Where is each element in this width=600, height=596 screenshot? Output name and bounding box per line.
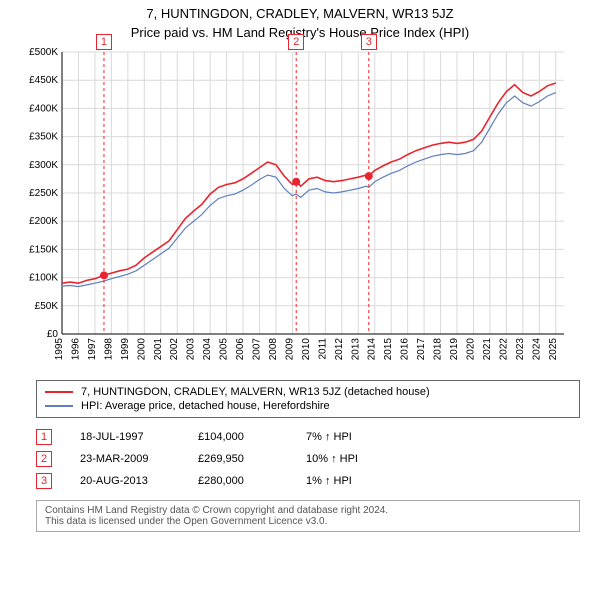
transaction-row-badge: 1 <box>36 429 52 445</box>
y-axis-label: £500K <box>29 47 58 58</box>
x-axis-label: 1996 <box>70 338 81 361</box>
y-axis-label: £300K <box>29 160 58 171</box>
x-axis-label: 2006 <box>235 338 246 361</box>
legend: 7, HUNTINGDON, CRADLEY, MALVERN, WR13 5J… <box>36 380 580 418</box>
x-axis-label: 2014 <box>367 338 378 361</box>
x-axis-label: 2011 <box>317 338 328 360</box>
footer-line1: Contains HM Land Registry data © Crown c… <box>45 505 571 516</box>
attribution-footer: Contains HM Land Registry data © Crown c… <box>36 500 580 532</box>
x-axis-label: 2016 <box>400 338 411 361</box>
chart-container: £0£50K£100K£150K£200K£250K£300K£350K£400… <box>16 44 576 374</box>
x-axis-label: 2002 <box>169 338 180 361</box>
y-axis-label: £200K <box>29 216 58 227</box>
transaction-row: 3 20-AUG-2013 £280,000 1% ↑ HPI <box>36 470 580 492</box>
transaction-row-badge: 3 <box>36 473 52 489</box>
legend-row: HPI: Average price, detached house, Here… <box>45 399 571 413</box>
transaction-marker-badge: 1 <box>96 34 112 50</box>
page-title-address: 7, HUNTINGDON, CRADLEY, MALVERN, WR13 5J… <box>0 6 600 21</box>
transaction-marker-badge: 3 <box>361 34 377 50</box>
x-axis-label: 2005 <box>219 338 230 361</box>
x-axis-label: 2021 <box>482 338 493 361</box>
transaction-marker-dot <box>365 172 373 180</box>
x-axis-label: 2023 <box>515 338 526 361</box>
y-axis-label: £100K <box>29 273 58 284</box>
x-axis-label: 2025 <box>548 338 559 361</box>
y-axis-label: £50K <box>35 301 59 312</box>
y-axis-label: £250K <box>29 188 58 199</box>
x-axis-label: 2000 <box>136 338 147 361</box>
x-axis-label: 2003 <box>186 338 197 361</box>
x-axis-label: 1995 <box>54 338 65 361</box>
transaction-row-badge: 2 <box>36 451 52 467</box>
transaction-date: 23-MAR-2009 <box>80 453 170 465</box>
transaction-row: 2 23-MAR-2009 £269,950 10% ↑ HPI <box>36 448 580 470</box>
price-chart: £0£50K£100K£150K£200K£250K£300K£350K£400… <box>16 44 576 374</box>
x-axis-label: 2020 <box>465 338 476 361</box>
x-axis-label: 2004 <box>202 338 213 361</box>
transaction-table: 1 18-JUL-1997 £104,000 7% ↑ HPI 2 23-MAR-2009… <box>36 426 580 492</box>
transaction-delta: 1% ↑ HPI <box>306 475 352 487</box>
transaction-marker-dot <box>100 271 108 279</box>
transaction-price: £280,000 <box>198 475 278 487</box>
x-axis-label: 2018 <box>433 338 444 361</box>
x-axis-label: 2001 <box>153 338 164 361</box>
footer-line2: This data is licensed under the Open Gov… <box>45 516 571 527</box>
x-axis-label: 2009 <box>284 338 295 361</box>
transaction-date: 20-AUG-2013 <box>80 475 170 487</box>
transaction-marker-dot <box>292 178 300 186</box>
x-axis-label: 2022 <box>498 338 509 361</box>
x-axis-label: 2013 <box>350 338 361 361</box>
transaction-date: 18-JUL-1997 <box>80 431 170 443</box>
x-axis-label: 2012 <box>334 338 345 361</box>
x-axis-label: 1997 <box>87 338 98 361</box>
x-axis-label: 2024 <box>531 338 542 361</box>
legend-label: HPI: Average price, detached house, Here… <box>81 400 330 412</box>
transaction-price: £104,000 <box>198 431 278 443</box>
transaction-delta: 7% ↑ HPI <box>306 431 352 443</box>
y-axis-label: £150K <box>29 244 58 255</box>
x-axis-label: 2015 <box>383 338 394 361</box>
x-axis-label: 1999 <box>120 338 131 361</box>
x-axis-label: 2019 <box>449 338 460 361</box>
x-axis-label: 1998 <box>103 338 114 361</box>
legend-swatch <box>45 391 73 393</box>
x-axis-label: 2010 <box>301 338 312 361</box>
legend-label: 7, HUNTINGDON, CRADLEY, MALVERN, WR13 5J… <box>81 386 430 398</box>
y-axis-label: £350K <box>29 132 58 143</box>
transaction-price: £269,950 <box>198 453 278 465</box>
transaction-marker-badge: 2 <box>288 34 304 50</box>
x-axis-label: 2007 <box>252 338 263 361</box>
legend-swatch <box>45 405 73 407</box>
transaction-row: 1 18-JUL-1997 £104,000 7% ↑ HPI <box>36 426 580 448</box>
transaction-delta: 10% ↑ HPI <box>306 453 358 465</box>
y-axis-label: £400K <box>29 103 58 114</box>
y-axis-label: £450K <box>29 75 58 86</box>
x-axis-label: 2008 <box>268 338 279 361</box>
legend-row: 7, HUNTINGDON, CRADLEY, MALVERN, WR13 5J… <box>45 385 571 399</box>
x-axis-label: 2017 <box>416 338 427 361</box>
